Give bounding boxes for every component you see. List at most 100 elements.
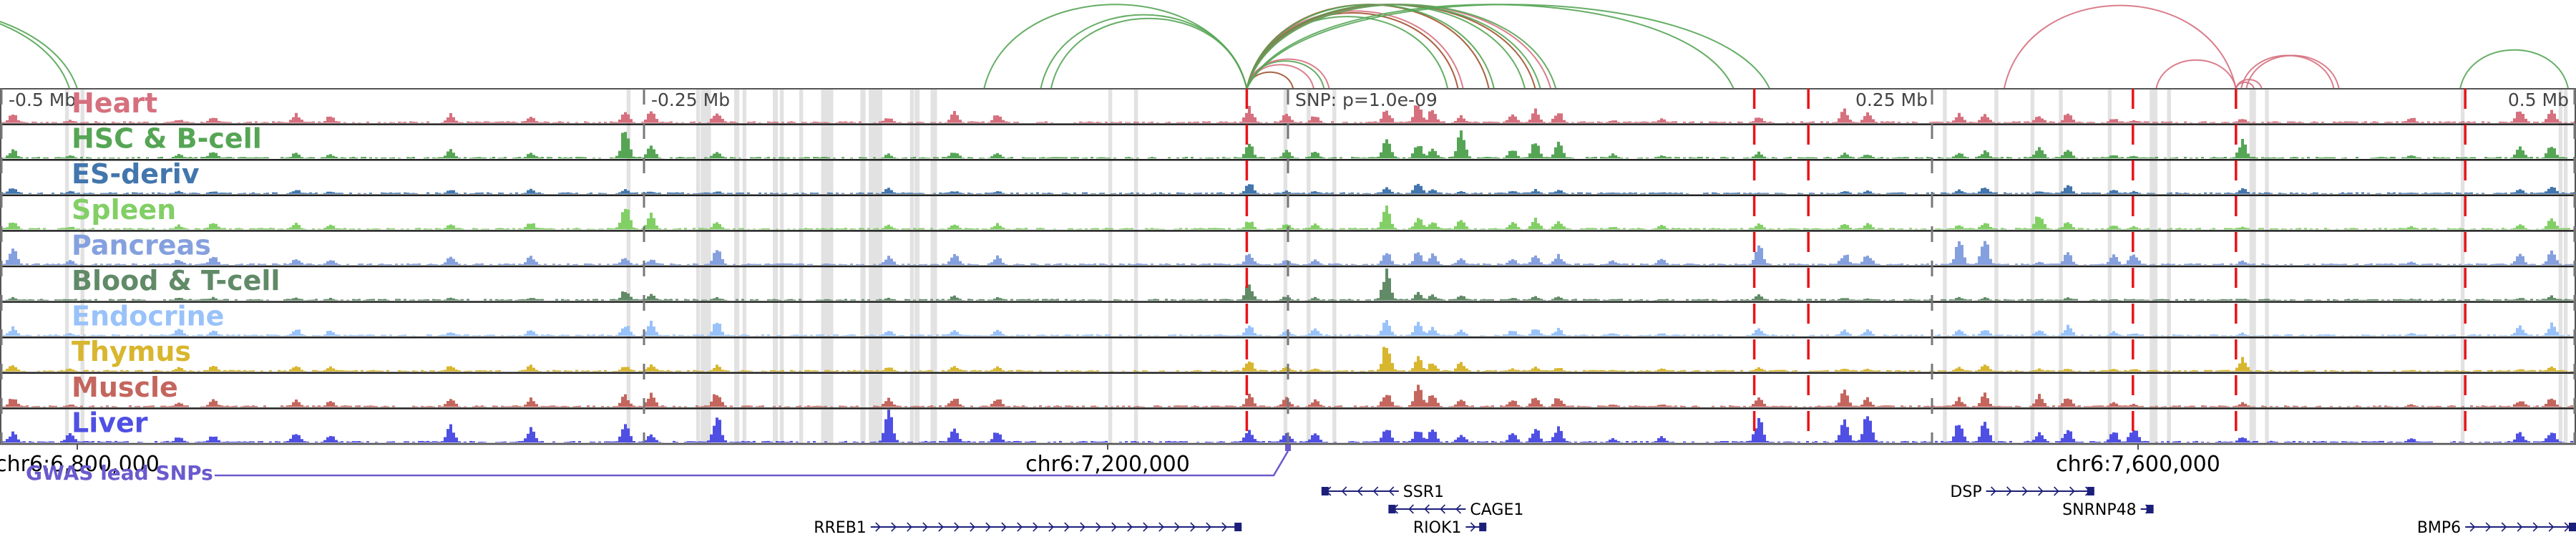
track-label: Pancreas: [72, 229, 211, 261]
gene-bmp6[interactable]: BMP6: [2417, 519, 2576, 537]
strand-arrow: [1341, 486, 1347, 496]
gwas-snp-marker[interactable]: [1285, 445, 1291, 451]
gene-exon: [2146, 505, 2154, 513]
scale-label: 0.5 Mb: [2508, 90, 2569, 110]
track-heart: [0, 105, 2576, 125]
loop-arc: [2240, 54, 2335, 90]
strand-arrow: [2054, 486, 2059, 496]
strand-arrow: [1001, 522, 1007, 532]
loop-arc: [0, 21, 78, 90]
strand-arrow: [970, 522, 975, 532]
gene-label: RREB1: [814, 519, 867, 537]
gene-label: CAGE1: [1470, 501, 1523, 519]
gene-track[interactable]: SSR1 CAGE1 RIOK1 RREB1 DSP SNRNP48 BMP6: [814, 483, 2576, 537]
loop-arc: [1246, 4, 1557, 90]
coordinate-label: chr6:7,200,000: [1025, 452, 1190, 477]
strand-arrow: [1017, 522, 1023, 532]
gene-label: SSR1: [1403, 483, 1444, 501]
loop-arc: [2155, 59, 2237, 90]
track-label: Liver: [72, 407, 148, 438]
strand-arrow: [1064, 522, 1070, 532]
gene-exon: [2087, 487, 2094, 495]
strand-arrow: [954, 522, 960, 532]
loop-arc: [1246, 64, 1314, 90]
chromatin-loop-arcs: [0, 4, 2570, 90]
loop-arc: [1040, 14, 1248, 90]
gwas-snp-lines: [1245, 89, 2467, 444]
gene-ssr1[interactable]: SSR1: [1321, 483, 1444, 501]
track-label: Blood & T-cell: [72, 265, 280, 296]
strand-arrow: [1388, 486, 1395, 496]
gene-exon: [1479, 523, 1487, 531]
signal-bars: [0, 410, 2573, 442]
strand-arrow: [2501, 522, 2507, 532]
scale-label: -0.25 Mb: [651, 90, 730, 110]
gene-cage1[interactable]: CAGE1: [1388, 501, 1523, 519]
loop-arc: [2459, 49, 2570, 90]
strand-arrow: [2022, 486, 2028, 496]
strand-arrow: [1357, 486, 1363, 496]
gene-label: SNRNP48: [2062, 501, 2136, 519]
signal-bars: [0, 241, 2573, 265]
track-label: Thymus: [72, 336, 191, 367]
strand-arrow: [1143, 522, 1148, 532]
coordinate-axis: chr6:6,800,000 chr6:7,200,000 chr6:7,600,0…: [0, 444, 2220, 477]
strand-arrow: [1221, 522, 1227, 532]
track-label: ES-deriv: [72, 158, 200, 190]
gene-label: BMP6: [2417, 519, 2461, 537]
strand-arrow: [875, 522, 881, 532]
gene-riok1[interactable]: RIOK1: [1413, 519, 1487, 537]
strand-arrow: [1033, 522, 1038, 532]
loop-arc: [1050, 17, 1248, 90]
strand-arrow: [1372, 486, 1379, 496]
strand-arrow: [1424, 504, 1430, 514]
strand-arrow: [1111, 522, 1117, 532]
strand-arrow: [1470, 522, 1476, 532]
strand-arrow: [891, 522, 897, 532]
gene-exon: [1234, 523, 1242, 531]
signal-bars: [0, 205, 2576, 230]
loop-arc: [1246, 58, 1330, 90]
scale-label: -0.5 Mb: [9, 90, 76, 110]
gene-snrnp48[interactable]: SNRNP48: [2062, 501, 2154, 519]
strand-arrow: [2548, 522, 2555, 532]
strand-arrow: [1096, 522, 1101, 532]
scale-label: 0.25 Mb: [1855, 90, 1928, 110]
strand-arrow: [1127, 522, 1133, 532]
gene-label: DSP: [1950, 483, 1981, 501]
loop-arc: [0, 23, 71, 90]
strand-arrow: [2038, 486, 2044, 496]
strand-arrow: [2485, 522, 2492, 532]
track-label: Spleen: [72, 194, 176, 226]
loop-arc: [2245, 54, 2340, 90]
gene-exon: [1321, 487, 1329, 495]
loop-arc: [1246, 4, 1771, 90]
strand-arrow: [1991, 486, 1996, 496]
gene-exon: [2569, 523, 2576, 531]
gwas-connector: [215, 450, 1289, 477]
track-label: Endocrine: [72, 301, 224, 332]
strand-arrow: [1080, 522, 1085, 532]
signal-bars: [0, 130, 2576, 159]
strand-arrow: [907, 522, 912, 532]
signal-bars: [0, 384, 2573, 407]
strand-arrow: [2517, 522, 2523, 532]
strand-arrow: [1158, 522, 1164, 532]
coordinate-label: chr6:7,600,000: [2056, 452, 2220, 477]
strand-arrow: [1206, 522, 1211, 532]
strand-arrow: [938, 522, 944, 532]
scale-bar: -0.5 Mb -0.25 Mb SNP: p=1.0e-09 0.25 Mb 0.5 …: [0, 89, 2576, 444]
gene-rreb1[interactable]: RREB1: [814, 519, 1242, 537]
gene-dsp[interactable]: DSP: [1950, 483, 2094, 501]
strand-arrow: [1440, 504, 1445, 514]
strand-arrow: [2006, 486, 2012, 496]
gwas-track-label: GWAS lead SNPs: [26, 461, 213, 485]
gene-label: RIOK1: [1413, 519, 1462, 537]
gwas-track: GWAS lead SNPs: [26, 445, 1291, 485]
coordinate-label: chr6:6,800,000: [0, 452, 160, 477]
track-label: Muscle: [72, 372, 178, 403]
strand-arrow: [1455, 504, 1461, 514]
loop-arc: [1246, 12, 1459, 90]
loop-arc: [2003, 4, 2237, 90]
